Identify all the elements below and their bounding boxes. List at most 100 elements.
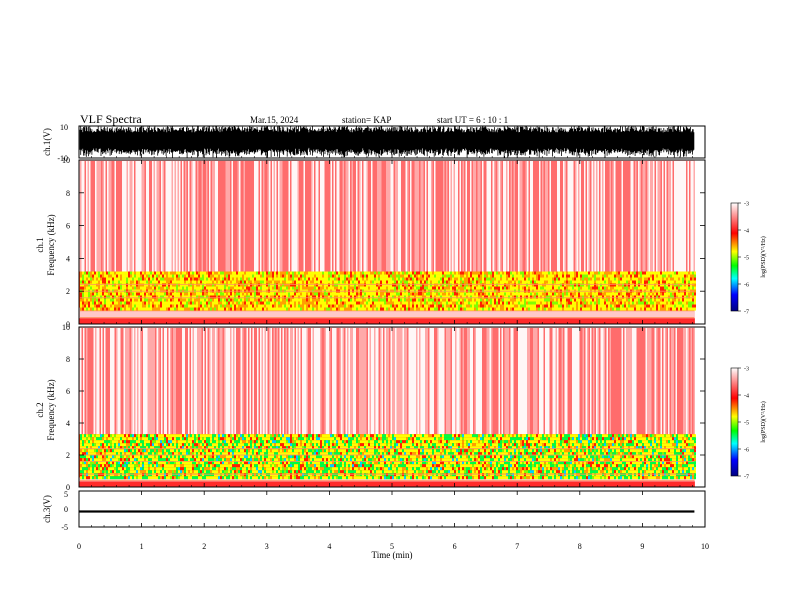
spectrum-time-column xyxy=(218,328,220,436)
spectrum-time-column xyxy=(639,161,641,273)
spectrum-band-cell xyxy=(458,301,460,305)
spectrum-band-cell xyxy=(608,274,610,278)
spectrum-band-cell xyxy=(172,304,174,308)
spectrum-band-cell xyxy=(210,307,212,311)
spectrum-time-column xyxy=(515,328,517,436)
spectrum-band-cell xyxy=(90,298,92,302)
spectrum-band-cell xyxy=(394,304,396,308)
spectrum-band-cell xyxy=(124,280,126,284)
spectrum-band-cell xyxy=(324,271,326,275)
spectrum-band-cell xyxy=(558,274,560,278)
spectrum-band-cell xyxy=(678,286,680,290)
spectrum-time-column xyxy=(618,161,620,273)
spectrum-time-column xyxy=(308,161,310,273)
spectrum-time-column xyxy=(96,328,98,436)
spectrum-band-cell xyxy=(464,298,466,302)
spectrum-band-cell xyxy=(236,298,238,302)
spectrum-band-cell xyxy=(692,292,694,296)
spectrum-band-cell xyxy=(406,298,408,302)
spectrum-time-column xyxy=(611,328,613,436)
spectrum-time-column xyxy=(482,161,484,273)
spectrum-time-column xyxy=(645,328,647,436)
spectrum-time-column xyxy=(156,328,158,436)
spectrum-band-cell xyxy=(466,286,468,290)
spectrum-band-cell xyxy=(90,464,92,468)
spectrum-band-cell xyxy=(458,286,460,290)
spectrum-band-cell xyxy=(562,298,564,302)
spectrum-band-cell xyxy=(180,277,182,281)
spectrum-band-cell xyxy=(102,295,104,299)
spectrum-band-cell xyxy=(488,301,490,305)
spectrum-band-cell xyxy=(148,298,150,302)
spectrum-band-cell xyxy=(676,274,678,278)
spectrum-band-cell xyxy=(506,301,508,305)
spectrum-time-column xyxy=(453,328,455,436)
spectrum-band-cell xyxy=(270,286,272,290)
spectrum-band-cell xyxy=(614,271,616,275)
spectrum-band-cell xyxy=(278,274,280,278)
spectrum-time-column xyxy=(314,161,316,273)
spectrum-band-cell xyxy=(468,286,470,290)
spectrum-band-cell xyxy=(342,274,344,278)
spectrum-time-column xyxy=(657,161,659,273)
spectrum-band-cell xyxy=(318,301,320,305)
spectrum-band-cell xyxy=(276,286,278,290)
spectrum-band-cell xyxy=(100,298,102,302)
spectrum-band-cell xyxy=(230,307,232,311)
spectrum-band-cell xyxy=(524,304,526,308)
spectrum-band-cell xyxy=(560,292,562,296)
spectrum-band-cell xyxy=(590,271,592,275)
spectrum-band-cell xyxy=(468,298,470,302)
spectrum-band-cell xyxy=(314,280,316,284)
spectrum-band-cell xyxy=(332,292,334,296)
spectrum-band-cell xyxy=(88,443,90,447)
spectrum-time-column xyxy=(635,328,637,436)
spectrum-band-cell xyxy=(330,277,332,281)
spectrum-band-cell xyxy=(192,286,194,290)
spectrum-band-cell xyxy=(372,304,374,308)
spectrum-time-column xyxy=(159,328,161,436)
spectrum-time-column xyxy=(675,161,677,273)
spectrum-time-column xyxy=(141,161,143,273)
spectrum-band-cell xyxy=(384,277,386,281)
spectrum-band-cell xyxy=(632,274,634,278)
spectrum-time-column xyxy=(399,328,401,436)
spectrum-time-column xyxy=(309,328,311,436)
spectrum-band-cell xyxy=(376,298,378,302)
spectrum-band-cell xyxy=(92,455,94,459)
spectrum-time-column xyxy=(378,328,380,436)
spectrum-band-cell xyxy=(348,274,350,278)
spectrum-band-cell xyxy=(484,271,486,275)
spectrum-band-cell xyxy=(694,286,696,290)
spectrum-band-cell xyxy=(236,286,238,290)
spectrum-band-cell xyxy=(348,304,350,308)
spectrum-band-cell xyxy=(434,307,436,311)
spectrum-band-cell xyxy=(258,280,260,284)
spectrum-band-cell xyxy=(552,274,554,278)
spectrum-band-cell xyxy=(158,280,160,284)
spectrum-band-cell xyxy=(238,307,240,311)
spectrum-time-column xyxy=(396,328,398,436)
spectrum-band-cell xyxy=(228,295,230,299)
spectrum-band-cell xyxy=(556,295,558,299)
spectrum-band-cell xyxy=(672,295,674,299)
spectrum-band-cell xyxy=(184,271,186,275)
spectrum-time-column xyxy=(207,161,209,273)
spectrum-band-cell xyxy=(256,295,258,299)
spectrum-band-cell xyxy=(386,298,388,302)
spectrum-band-cell xyxy=(418,307,420,311)
spectrum-band-cell xyxy=(336,298,338,302)
spectrum-band-cell xyxy=(322,280,324,284)
spectrum-band-cell xyxy=(174,307,176,311)
spectrum-band-cell xyxy=(354,292,356,296)
spectrum-band-cell xyxy=(378,292,380,296)
spectrum-band-cell xyxy=(294,295,296,299)
spectrum-band-cell xyxy=(558,298,560,302)
spectrum-band-cell xyxy=(630,301,632,305)
spectrum-band-cell xyxy=(312,271,314,275)
spectrum-band-cell xyxy=(204,271,206,275)
spectrum-band-cell xyxy=(124,271,126,275)
spectrum-band-cell xyxy=(654,271,656,275)
spectrum-band-cell xyxy=(152,277,154,281)
spectrum-band-cell xyxy=(112,298,114,302)
